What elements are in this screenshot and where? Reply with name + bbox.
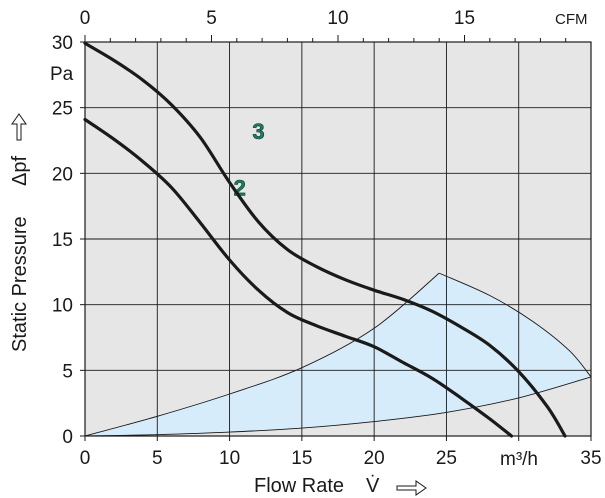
operating-region-upper-left-edge (84, 272, 440, 437)
x-tick-label: 5 (152, 448, 163, 469)
top-tick-label: 10 (327, 8, 348, 29)
x-tick-label: 25 (436, 448, 457, 469)
y-unit-label: Pa (50, 64, 74, 85)
top-tick-label: 5 (206, 8, 217, 29)
x-tick-label: 15 (291, 448, 312, 469)
operating-region-fill (85, 273, 591, 436)
curve-3-label: 3 (252, 119, 264, 144)
x-unit-label: m³/h (500, 449, 538, 470)
x-tick-label: 10 (219, 448, 240, 469)
curve-3-line (83, 41, 567, 438)
curve-2-line (83, 117, 514, 438)
operating-region-layer (84, 272, 592, 437)
y-tick-label: 5 (62, 361, 73, 382)
top-tick-label: 0 (80, 8, 91, 29)
y-tick-label: 0 (62, 427, 73, 448)
x-tick-label: 20 (364, 448, 385, 469)
top-tick-label: 15 (454, 8, 475, 29)
y-tick-label: 10 (52, 296, 73, 317)
y-tick-label: 30 (52, 33, 73, 54)
top-axis-unit-label: CFM (555, 11, 588, 28)
tick-label-layer: 0 5 10 15 20 25 30 0 5 10 15 20 25 35 0 5 10 15 (52, 8, 602, 469)
y-axis-title: Static Pressure (9, 216, 31, 352)
x-tick-label: 0 (80, 448, 91, 469)
curve-layer: 23 (83, 41, 567, 438)
x-axis-title: Flow Rate (254, 475, 344, 497)
y-axis-arrow-icon (11, 113, 27, 141)
operating-region-lower-edge (84, 376, 592, 437)
x-tick-label: 35 (580, 448, 601, 469)
x-axis-symbol: V̇ (366, 475, 380, 497)
y-tick-label: 25 (52, 99, 73, 120)
x-axis-arrow-icon (396, 480, 427, 496)
y-axis-symbol: Δpf (9, 156, 31, 186)
y-tick-label: 15 (52, 230, 73, 251)
y-tick-label: 20 (52, 164, 73, 185)
operating-region-upper-right-edge (439, 272, 592, 378)
